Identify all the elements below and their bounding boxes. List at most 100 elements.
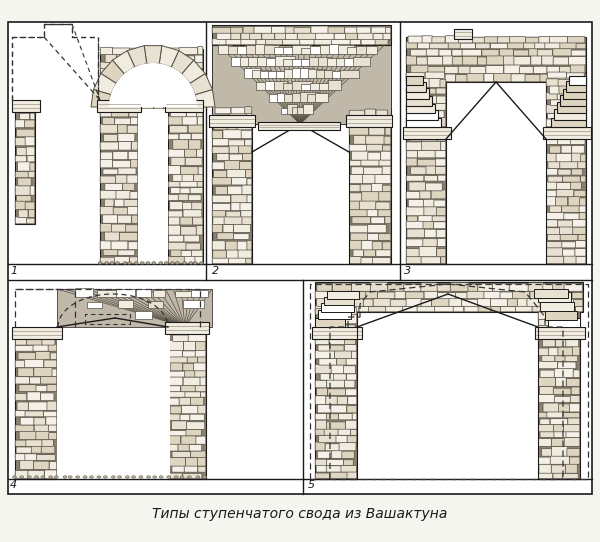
- Bar: [12, 100, 40, 112]
- FancyBboxPatch shape: [168, 414, 180, 421]
- FancyBboxPatch shape: [188, 195, 201, 201]
- Bar: [266, 58, 276, 66]
- FancyBboxPatch shape: [406, 73, 419, 82]
- Bar: [57, 331, 170, 479]
- FancyBboxPatch shape: [319, 317, 332, 324]
- FancyBboxPatch shape: [551, 438, 565, 446]
- FancyBboxPatch shape: [326, 466, 341, 472]
- FancyBboxPatch shape: [15, 103, 31, 112]
- FancyBboxPatch shape: [196, 436, 206, 444]
- Bar: [403, 127, 451, 139]
- FancyBboxPatch shape: [184, 256, 196, 264]
- FancyBboxPatch shape: [325, 325, 338, 332]
- FancyBboxPatch shape: [233, 234, 249, 240]
- FancyBboxPatch shape: [128, 63, 143, 69]
- FancyBboxPatch shape: [546, 196, 556, 206]
- FancyBboxPatch shape: [547, 233, 561, 240]
- FancyBboxPatch shape: [124, 82, 143, 88]
- FancyBboxPatch shape: [100, 142, 119, 150]
- FancyBboxPatch shape: [46, 416, 57, 425]
- Bar: [283, 83, 296, 90]
- FancyBboxPatch shape: [184, 340, 196, 351]
- FancyBboxPatch shape: [316, 420, 327, 429]
- FancyBboxPatch shape: [200, 377, 206, 386]
- FancyBboxPatch shape: [338, 414, 353, 420]
- FancyBboxPatch shape: [406, 207, 424, 216]
- FancyBboxPatch shape: [436, 88, 446, 94]
- Ellipse shape: [170, 262, 175, 264]
- FancyBboxPatch shape: [134, 88, 144, 94]
- FancyBboxPatch shape: [349, 225, 368, 233]
- FancyBboxPatch shape: [548, 332, 563, 339]
- FancyBboxPatch shape: [337, 396, 347, 404]
- Bar: [57, 289, 212, 327]
- Bar: [535, 289, 568, 298]
- Bar: [251, 70, 271, 78]
- Bar: [276, 72, 290, 78]
- FancyBboxPatch shape: [557, 93, 576, 100]
- FancyBboxPatch shape: [116, 191, 131, 199]
- FancyBboxPatch shape: [538, 312, 553, 320]
- Bar: [246, 45, 263, 54]
- FancyBboxPatch shape: [433, 104, 446, 110]
- FancyBboxPatch shape: [26, 147, 35, 156]
- Bar: [543, 127, 591, 139]
- FancyBboxPatch shape: [168, 211, 183, 217]
- FancyBboxPatch shape: [547, 190, 557, 197]
- FancyBboxPatch shape: [30, 113, 35, 120]
- Bar: [538, 292, 571, 302]
- FancyBboxPatch shape: [546, 248, 563, 256]
- Bar: [265, 44, 279, 54]
- FancyBboxPatch shape: [17, 162, 31, 171]
- FancyBboxPatch shape: [509, 284, 529, 291]
- FancyBboxPatch shape: [524, 43, 536, 49]
- FancyBboxPatch shape: [353, 119, 369, 126]
- FancyBboxPatch shape: [115, 257, 130, 264]
- FancyBboxPatch shape: [361, 257, 374, 264]
- FancyBboxPatch shape: [427, 111, 444, 118]
- Bar: [353, 57, 370, 66]
- FancyBboxPatch shape: [20, 113, 29, 120]
- FancyBboxPatch shape: [246, 258, 252, 264]
- FancyBboxPatch shape: [346, 420, 357, 429]
- FancyBboxPatch shape: [243, 27, 254, 33]
- FancyBboxPatch shape: [144, 88, 154, 94]
- FancyBboxPatch shape: [559, 85, 575, 94]
- FancyBboxPatch shape: [527, 299, 541, 306]
- FancyBboxPatch shape: [554, 369, 574, 378]
- FancyBboxPatch shape: [254, 27, 272, 33]
- FancyBboxPatch shape: [168, 225, 181, 235]
- FancyBboxPatch shape: [425, 183, 442, 191]
- FancyBboxPatch shape: [348, 397, 357, 404]
- FancyBboxPatch shape: [546, 119, 560, 127]
- FancyBboxPatch shape: [450, 283, 469, 291]
- FancyBboxPatch shape: [438, 175, 446, 181]
- FancyBboxPatch shape: [28, 402, 48, 410]
- FancyBboxPatch shape: [16, 447, 32, 453]
- Bar: [269, 94, 283, 102]
- FancyBboxPatch shape: [371, 184, 383, 192]
- FancyBboxPatch shape: [237, 241, 248, 250]
- FancyBboxPatch shape: [15, 201, 26, 210]
- FancyBboxPatch shape: [152, 82, 170, 88]
- FancyBboxPatch shape: [212, 139, 229, 146]
- FancyBboxPatch shape: [553, 49, 572, 56]
- FancyBboxPatch shape: [331, 308, 348, 315]
- FancyBboxPatch shape: [433, 73, 446, 82]
- FancyBboxPatch shape: [170, 363, 183, 371]
- FancyBboxPatch shape: [27, 156, 35, 162]
- FancyBboxPatch shape: [28, 470, 44, 479]
- FancyBboxPatch shape: [343, 314, 357, 324]
- FancyBboxPatch shape: [15, 345, 34, 351]
- Ellipse shape: [98, 262, 102, 264]
- FancyBboxPatch shape: [543, 403, 559, 412]
- FancyBboxPatch shape: [484, 73, 494, 82]
- Bar: [265, 81, 284, 90]
- FancyBboxPatch shape: [181, 405, 199, 414]
- FancyBboxPatch shape: [570, 64, 585, 74]
- FancyBboxPatch shape: [349, 110, 365, 118]
- FancyBboxPatch shape: [553, 388, 571, 395]
- FancyBboxPatch shape: [101, 152, 113, 160]
- FancyBboxPatch shape: [183, 363, 194, 371]
- FancyBboxPatch shape: [170, 110, 186, 117]
